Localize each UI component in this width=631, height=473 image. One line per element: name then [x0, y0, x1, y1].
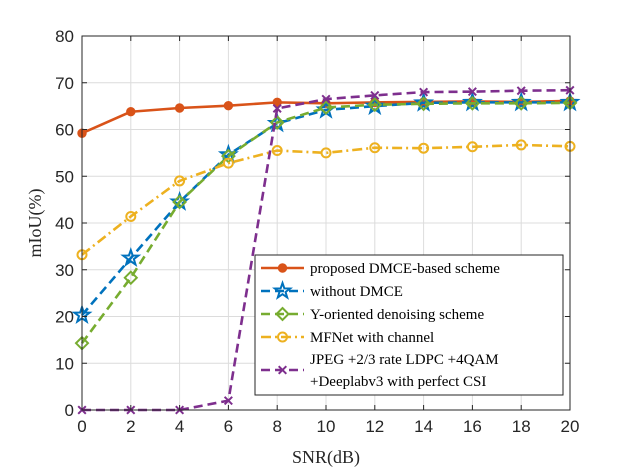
legend-entry: proposed DMCE-based scheme: [261, 261, 500, 277]
data-point: [418, 142, 430, 154]
data-point: [516, 86, 526, 96]
series-3: [74, 95, 578, 351]
legend-label: +Deeplabv3 with perfect CSI: [310, 374, 486, 390]
data-point: [271, 145, 283, 157]
y-tick-label: 80: [55, 27, 74, 46]
legend-entry: Y-oriented denoising scheme: [261, 306, 484, 323]
legend-marker: [277, 365, 288, 375]
data-point: [269, 115, 285, 130]
data-point: [413, 91, 435, 112]
data-point: [320, 147, 332, 159]
data-point: [466, 141, 478, 153]
data-point: [464, 95, 480, 111]
y-tick-label: 50: [55, 167, 74, 186]
legend-entry: JPEG +2/3 rate LDPC +4QAM +Deeplabv3 with…: [261, 352, 499, 390]
x-tick-label: 0: [77, 417, 86, 436]
legend-label: proposed DMCE-based scheme: [310, 261, 500, 277]
data-point: [125, 210, 137, 222]
x-tick-label: 2: [126, 417, 135, 436]
data-point: [318, 100, 334, 115]
legend-entry: without DMCE: [261, 279, 403, 300]
legend-marker: [275, 306, 290, 322]
data-point: [272, 103, 282, 113]
data-point: [510, 91, 532, 112]
data-point: [222, 157, 234, 169]
ticks: 0 2 4 6 8 10 12 14 16 18 20 0 10 20 30 40 50 60 70 80: [55, 27, 579, 436]
data-point: [272, 97, 282, 108]
data-point: [174, 103, 185, 113]
series-line: [80, 101, 571, 344]
legend: proposed DMCE-based scheme without DMCE Y-…: [254, 254, 564, 396]
data-point: [419, 87, 429, 97]
data-point: [367, 97, 383, 113]
x-tick-label: 10: [317, 417, 336, 436]
x-tick-label: 16: [463, 417, 482, 436]
legend-label: MFNet with channel: [310, 330, 434, 346]
data-point: [123, 270, 139, 286]
data-point: [169, 190, 191, 211]
y-tick-label: 10: [55, 354, 74, 373]
data-point: [515, 139, 527, 151]
data-point: [513, 95, 529, 111]
x-tick-label: 12: [365, 417, 384, 436]
x-tick-label: 14: [414, 417, 433, 436]
legend-label: without DMCE: [310, 284, 403, 300]
x-tick-label: 8: [272, 417, 281, 436]
data-point: [461, 91, 483, 112]
x-tick-label: 6: [224, 417, 233, 436]
x-axis-label: SNR(dB): [292, 447, 360, 468]
series-line: [81, 101, 570, 316]
y-tick-label: 0: [65, 401, 74, 420]
data-point: [321, 94, 331, 104]
legend-label: JPEG +2/3 rate LDPC +4QAM: [310, 352, 499, 368]
x-tick-label: 20: [561, 417, 580, 436]
data-point: [174, 175, 186, 187]
y-tick-label: 40: [55, 214, 74, 233]
legend-marker: [271, 279, 294, 300]
data-point: [126, 107, 136, 117]
y-tick-label: 70: [55, 74, 74, 93]
y-tick-label: 60: [55, 121, 74, 140]
legend-label: Y-oriented denoising scheme: [310, 307, 484, 323]
y-axis-label: mIoU(%): [25, 189, 46, 258]
y-tick-label: 20: [55, 308, 74, 327]
series-line: [81, 143, 571, 256]
legend-box: [254, 254, 564, 396]
data-point: [223, 396, 233, 406]
data-point: [223, 100, 234, 111]
y-tick-label: 30: [55, 261, 74, 280]
data-point: [120, 247, 142, 267]
data-point: [370, 90, 380, 100]
data-point: [467, 87, 477, 97]
data-point: [369, 142, 381, 154]
legend-marker: [277, 331, 288, 343]
legend-entry: MFNet with channel: [261, 330, 434, 346]
legend-marker: [277, 263, 288, 273]
data-point: [172, 194, 188, 210]
x-tick-label: 4: [175, 417, 184, 436]
data-point: [416, 96, 432, 112]
series-layer: [71, 85, 581, 415]
x-tick-label: 18: [512, 417, 531, 436]
